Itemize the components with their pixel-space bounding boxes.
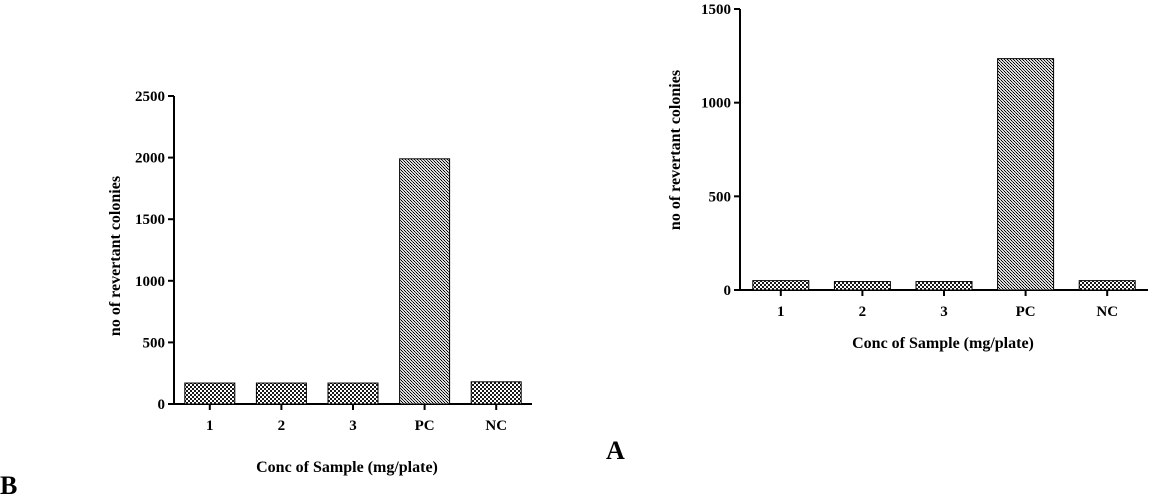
bar <box>399 158 451 405</box>
y-tick-label: 0 <box>724 283 732 299</box>
x-tick-label: NC <box>485 418 507 434</box>
y-tick-label: 1000 <box>135 274 165 290</box>
y-tick-label: 1500 <box>135 212 165 228</box>
chart-panel-a: no of revertant colonies Conc of Sample … <box>606 2 1148 465</box>
chart-panel-b: no of revertant colonies Conc of Sample … <box>0 89 532 496</box>
x-tick-label: 2 <box>278 418 286 434</box>
bar <box>184 382 236 405</box>
x-tick-label: 1 <box>206 418 214 434</box>
x-tick-label: PC <box>415 418 435 434</box>
y-tick-label: 500 <box>709 189 732 205</box>
panel-letter: A <box>606 436 625 465</box>
y-axis-title: no of revertant colonies <box>107 176 124 336</box>
x-axis-title: Conc of Sample (mg/plate) <box>852 335 1034 352</box>
x-tick-label: 3 <box>349 418 357 434</box>
plot-area: 0 500 1000 1500 2000 2500 1 2 3 PC NC <box>135 89 532 434</box>
x-axis-title: Conc of Sample (mg/plate) <box>256 459 438 476</box>
bar <box>255 382 307 405</box>
bar <box>915 281 973 291</box>
bar <box>997 58 1055 291</box>
x-tick-label: 1 <box>777 304 785 320</box>
y-tick-label: 1000 <box>701 96 731 112</box>
y-tick-label: 0 <box>158 397 166 413</box>
bar <box>1078 280 1136 291</box>
y-tick-label: 500 <box>143 335 166 351</box>
bar <box>833 281 891 291</box>
bar <box>752 280 810 291</box>
y-tick-label: 1500 <box>701 2 731 18</box>
plot-area: 0 500 1000 1500 1 2 3 PC NC <box>701 2 1148 320</box>
x-tick-label: 2 <box>859 304 867 320</box>
y-tick-label: 2000 <box>135 151 165 167</box>
x-tick-label: 3 <box>940 304 948 320</box>
y-tick-label: 2500 <box>135 89 165 105</box>
panel-letter: B <box>0 471 17 496</box>
bar <box>470 381 522 405</box>
bar <box>327 382 379 405</box>
y-axis-title: no of revertant colonies <box>667 70 684 230</box>
x-tick-label: NC <box>1096 304 1118 320</box>
x-tick-label: PC <box>1016 304 1036 320</box>
